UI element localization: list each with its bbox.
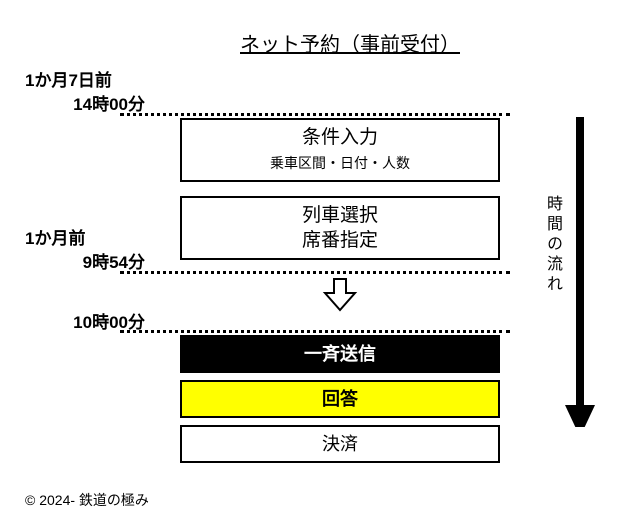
dotted-line-1 (120, 113, 510, 116)
dotted-line-3 (120, 330, 510, 333)
box-reply: 回答 (180, 380, 500, 418)
box-train-l1: 列車選択 (182, 198, 498, 229)
time-2-line2: 9時54分 (55, 248, 145, 273)
time-1-line2: 14時00分 (45, 90, 145, 115)
open-arrow-icon (322, 277, 358, 313)
box-payment: 決済 (180, 425, 500, 463)
diagram-stage: 1か月7日前 14時00分 1か月前 9時54分 10時00分 条件入力 乗車区… (0, 0, 640, 525)
box-conditions-title: 条件入力 (182, 120, 498, 151)
dotted-line-2 (120, 271, 510, 274)
flow-label: 時間の流れ (540, 195, 564, 295)
flow-arrow-icon (565, 117, 595, 427)
box-conditions-sub: 乗車区間・日付・人数 (182, 153, 498, 173)
box-train-l2: 席番指定 (182, 229, 498, 254)
time-1-line1: 1か月7日前 (25, 66, 145, 91)
time-2-line1: 1か月前 (25, 224, 145, 249)
copyright: © 2024- 鉄道の極み (25, 490, 149, 510)
box-train: 列車選択 席番指定 (180, 196, 500, 260)
box-conditions: 条件入力 乗車区間・日付・人数 (180, 118, 500, 182)
box-broadcast: 一斉送信 (180, 335, 500, 373)
